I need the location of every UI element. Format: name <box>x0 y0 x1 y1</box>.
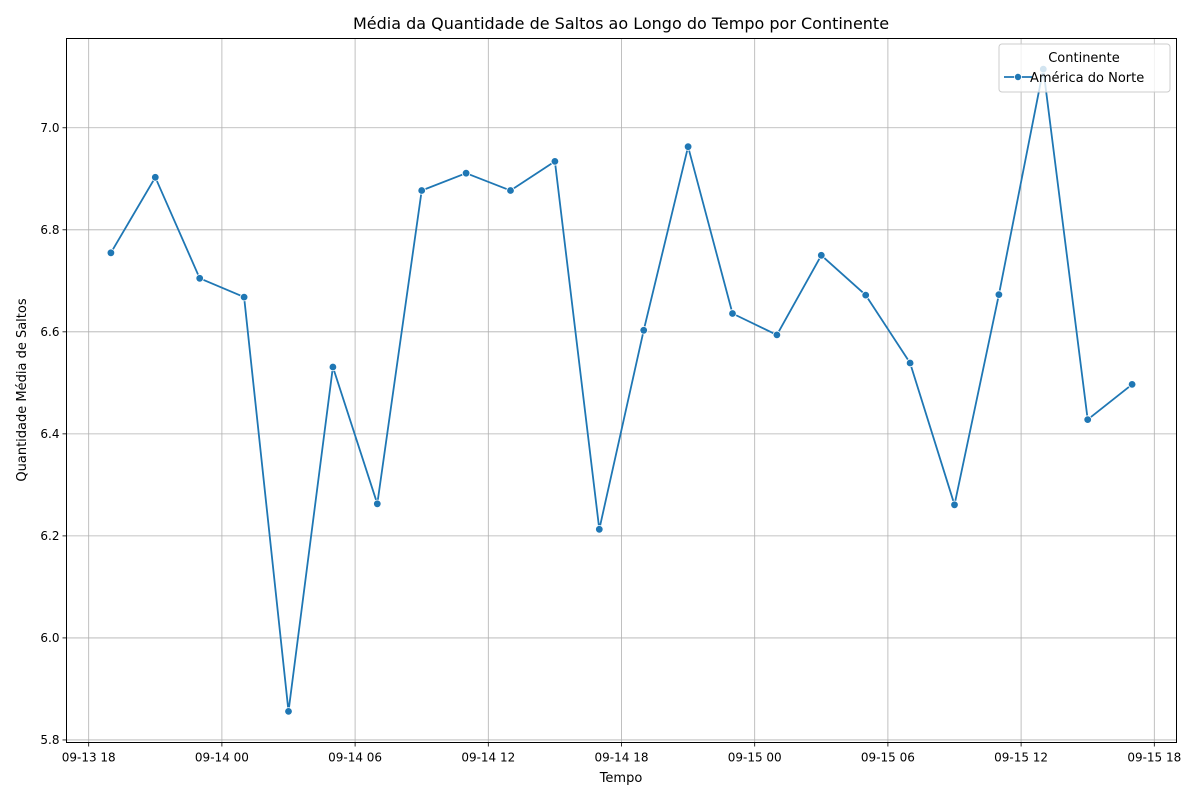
x-tick-label: 09-14 18 <box>595 751 649 765</box>
data-point <box>1127 380 1137 389</box>
y-tick-label: 6.6 <box>40 325 59 339</box>
data-point <box>1083 415 1092 424</box>
x-axis: 09-13 18 09-14 00 09-14 06 09-14 12 09-14 18… <box>62 742 1181 765</box>
data-point <box>284 707 293 716</box>
data-point <box>328 362 338 372</box>
x-tick-label: 09-15 18 <box>1127 751 1181 765</box>
y-tick-label: 7.0 <box>40 121 59 135</box>
x-tick-label: 09-14 12 <box>461 751 515 765</box>
data-point <box>595 525 604 534</box>
data-point <box>417 186 426 195</box>
x-tick-label: 09-14 00 <box>195 751 249 765</box>
data-point <box>106 248 116 257</box>
data-point <box>639 326 648 335</box>
data-point <box>195 274 204 283</box>
x-tick-label: 09-13 18 <box>62 751 116 765</box>
data-point <box>683 142 693 151</box>
x-axis-title: Tempo <box>599 771 643 786</box>
x-tick-label: 09-15 06 <box>861 751 915 765</box>
data-point <box>550 157 560 166</box>
data-point <box>772 330 782 340</box>
series-layer <box>106 64 1137 716</box>
y-tick-label: 6.4 <box>40 427 59 441</box>
legend: Continente América do Norte <box>998 43 1171 93</box>
legend-entry-label: América do Norte <box>1030 71 1144 86</box>
data-point <box>994 290 1004 299</box>
legend-box <box>998 43 1171 93</box>
data-point <box>728 309 737 318</box>
data-point <box>461 168 471 178</box>
x-tick-label: 09-15 12 <box>994 751 1048 765</box>
y-tick-label: 6.0 <box>40 631 59 645</box>
data-point <box>506 186 515 195</box>
data-point <box>950 500 959 509</box>
data-point <box>817 251 826 260</box>
y-tick-label: 5.8 <box>40 733 59 747</box>
x-tick-label: 09-15 00 <box>728 751 782 765</box>
data-point <box>239 292 249 302</box>
data-point <box>373 499 382 508</box>
data-point <box>151 173 160 182</box>
x-tick-label: 09-14 06 <box>328 751 382 765</box>
series-line <box>110 68 1133 713</box>
legend-title: Continente <box>1048 51 1120 66</box>
legend-point-marker <box>1014 73 1023 82</box>
data-point <box>905 358 915 368</box>
y-axis: 5.8 6.0 6.2 6.4 6.6 6.8 7.0 <box>40 121 67 747</box>
y-tick-label: 6.8 <box>40 223 59 237</box>
chart-title: Média da Quantidade de Saltos ao Longo d… <box>353 14 889 33</box>
data-point <box>861 290 870 300</box>
y-axis-title: Quantidade Média de Saltos <box>15 298 30 481</box>
y-tick-label: 6.2 <box>40 529 59 543</box>
